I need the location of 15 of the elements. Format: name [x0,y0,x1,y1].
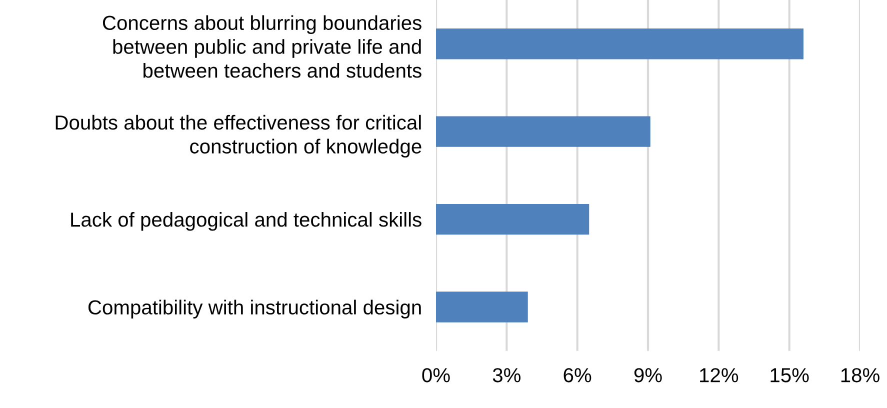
bar [436,116,650,147]
y-tick-label: Lack of pedagogical and technical skills [71,212,422,231]
bar [436,292,528,322]
x-tick-label: 0% [422,368,450,382]
x-tick-label: 9% [634,368,662,382]
y-tick-label: Concerns about blurring boundaries between public and private life and between teachers and students [102,15,422,78]
x-tick-label: 12% [700,368,738,382]
y-tick-label: Doubts about the effectiveness for critical construction of knowledge [56,114,422,158]
x-tick-label: 3% [492,368,521,382]
y-tick-label: Compatibility with instructional design [88,300,421,318]
x-tick-label: 6% [564,368,592,382]
bar [436,28,804,60]
x-tick-label: 15% [770,368,809,382]
x-tick-label: 18% [841,368,880,382]
bar [436,204,590,235]
